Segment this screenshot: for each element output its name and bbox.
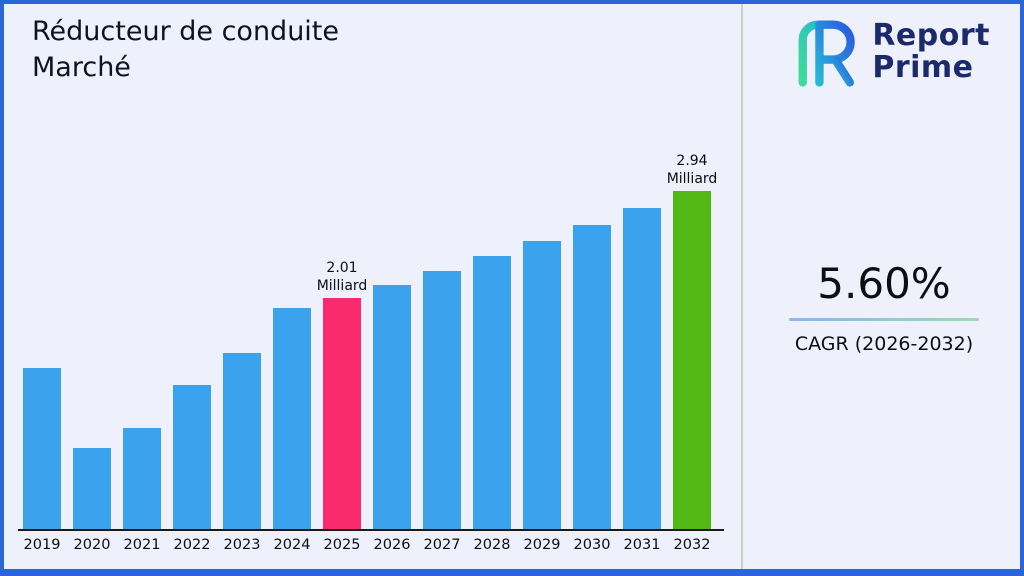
cagr-value: 5.60%: [817, 259, 951, 308]
bar-2027[interactable]: [423, 271, 461, 529]
bar-value-label-2032: 2.94 Milliard: [666, 153, 718, 187]
x-tick-2023: 2023: [223, 537, 261, 553]
cagr-block: 5.60% CAGR (2026-2032): [774, 259, 994, 355]
bar-group-2021: [123, 428, 161, 529]
bar-group-2025: 2.01 Milliard: [317, 260, 367, 529]
bar-group-2029: [523, 241, 561, 529]
bar-group-2024: [273, 308, 311, 529]
brand-name: Report Prime: [872, 17, 990, 85]
bar-value-label-2025: 2.01 Milliard: [316, 260, 368, 294]
bar-group-2026: [373, 285, 411, 529]
bar-2029[interactable]: [523, 241, 561, 529]
bar-2031[interactable]: [623, 208, 661, 529]
x-tick-2029: 2029: [523, 537, 561, 553]
x-tick-2020: 2020: [73, 537, 111, 553]
x-tick-2032: 2032: [673, 537, 711, 553]
vertical-divider: [741, 4, 743, 569]
page-title: Réducteur de conduite Marché: [32, 16, 340, 84]
bar-group-2032: 2.94 Milliard: [667, 153, 717, 529]
x-tick-2025: 2025: [323, 537, 361, 553]
bar-2020[interactable]: [73, 448, 111, 529]
bar-group-2028: [473, 256, 511, 529]
bar-2030[interactable]: [573, 225, 611, 529]
x-tick-2024: 2024: [273, 537, 311, 553]
bar-2023[interactable]: [223, 353, 261, 529]
x-tick-2022: 2022: [173, 537, 211, 553]
x-axis-labels: 2019 2020 2021 2022 2023 2024 2025 2026 2027 2028…: [18, 537, 724, 553]
bar-group-2019: [23, 368, 61, 529]
cagr-underline: [789, 318, 979, 321]
bar-group-2023: [223, 353, 261, 529]
cagr-label: CAGR (2026-2032): [794, 333, 974, 355]
x-tick-2031: 2031: [623, 537, 661, 553]
brand-logo: Report Prime: [786, 12, 990, 92]
bar-group-2027: [423, 271, 461, 529]
brand-name-line2: Prime: [872, 50, 974, 85]
bar-2019[interactable]: [23, 368, 61, 529]
bar-group-2022: [173, 385, 211, 529]
bar-2025[interactable]: [323, 298, 361, 529]
bar-group-2030: [573, 225, 611, 529]
report-prime-logo-icon: [798, 20, 856, 87]
x-tick-2030: 2030: [573, 537, 611, 553]
bar-2021[interactable]: [123, 428, 161, 529]
bar-2032[interactable]: [673, 191, 711, 529]
bar-group-2031: [623, 208, 661, 529]
x-tick-2026: 2026: [373, 537, 411, 553]
bar-2022[interactable]: [173, 385, 211, 529]
bars-row: 2.01 Milliard 2.94 Milliard: [18, 119, 724, 531]
x-tick-2021: 2021: [123, 537, 161, 553]
x-tick-2019: 2019: [23, 537, 61, 553]
x-tick-2027: 2027: [423, 537, 461, 553]
bar-chart: 2.01 Milliard 2.94 Milliard 2019 2020 2021 2…: [18, 119, 724, 553]
bar-group-2020: [73, 448, 111, 529]
bar-2026[interactable]: [373, 285, 411, 529]
brand-name-line1: Report: [872, 17, 990, 53]
bar-2028[interactable]: [473, 256, 511, 529]
bar-2024[interactable]: [273, 308, 311, 529]
x-tick-2028: 2028: [473, 537, 511, 553]
